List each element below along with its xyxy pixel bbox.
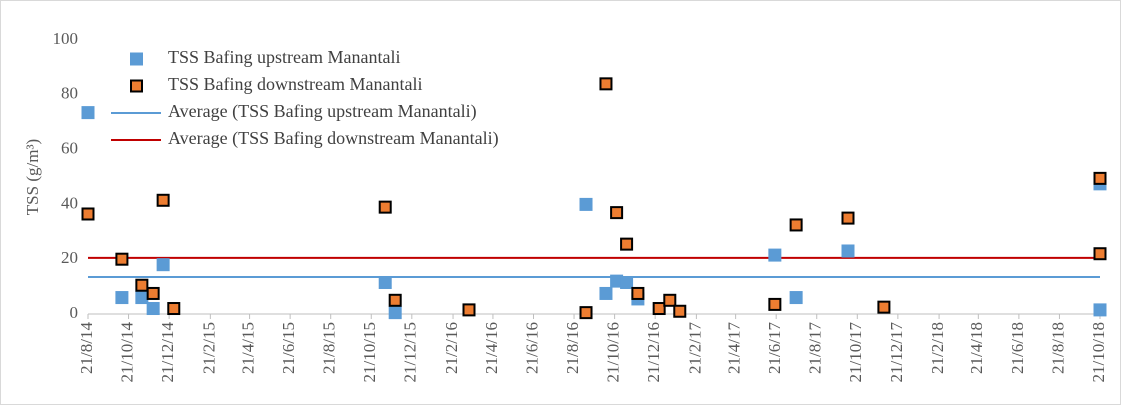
x-tick-label: 21/4/18 <box>967 322 986 374</box>
marker <box>673 304 687 318</box>
marker <box>146 286 160 300</box>
marker <box>579 197 593 211</box>
x-tick-label: 21/8/15 <box>320 322 339 374</box>
y-tick-label: 80 <box>61 84 78 103</box>
legend-swatch <box>130 79 143 93</box>
marker <box>768 248 782 262</box>
marker <box>579 306 593 320</box>
x-tick-label: 21/10/16 <box>604 322 623 382</box>
y-tick-label: 100 <box>53 29 79 48</box>
x-tick-label: 21/6/17 <box>765 322 784 374</box>
x-tick-label: 21/12/17 <box>887 322 906 383</box>
marker <box>631 286 645 300</box>
marker <box>652 302 666 316</box>
marker <box>599 286 613 300</box>
marker <box>1093 171 1107 185</box>
marker <box>115 291 129 305</box>
marker <box>610 274 624 288</box>
marker <box>599 77 613 91</box>
y-tick-label: 40 <box>61 193 78 212</box>
marker <box>81 207 95 221</box>
x-tick-label: 21/4/15 <box>238 322 257 374</box>
x-tick-label: 21/8/17 <box>806 322 825 374</box>
x-tick-label: 21/2/15 <box>199 322 218 374</box>
marker <box>877 300 891 314</box>
x-tick-label: 21/6/15 <box>279 322 298 374</box>
marker <box>1093 247 1107 261</box>
marker <box>768 297 782 311</box>
x-tick-label: 21/10/17 <box>846 322 865 383</box>
y-tick-label: 60 <box>61 139 78 158</box>
x-tick-label: 21/6/16 <box>522 322 541 374</box>
legend-label: TSS Bafing upstream Manantali <box>168 47 400 67</box>
marker <box>115 252 129 266</box>
y-tick-label: 20 <box>61 248 78 267</box>
legend-label: Average (TSS Bafing upstream Manantali) <box>168 101 477 122</box>
marker <box>135 291 149 305</box>
legend-swatch <box>130 52 143 66</box>
x-tick-label: 21/8/14 <box>77 322 96 374</box>
marker <box>388 306 402 320</box>
marker <box>789 218 803 232</box>
marker <box>378 200 392 214</box>
x-tick-label: 21/4/17 <box>725 322 744 374</box>
x-tick-label: 21/2/18 <box>928 322 947 374</box>
x-tick-label: 21/4/16 <box>482 322 501 374</box>
x-tick-label: 21/12/14 <box>158 322 177 383</box>
x-tick-label: 21/12/16 <box>644 322 663 382</box>
marker <box>156 258 170 272</box>
x-tick-label: 21/8/18 <box>1048 322 1067 374</box>
x-tick-label: 21/10/15 <box>360 322 379 382</box>
x-tick-label: 21/8/16 <box>563 322 582 374</box>
legend-label: Average (TSS Bafing downstream Manantali… <box>168 128 499 149</box>
marker <box>620 237 634 251</box>
y-tick-label: 0 <box>70 303 79 322</box>
marker <box>388 293 402 307</box>
legend: TSS Bafing upstream Manantali TSS Bafing … <box>103 45 590 155</box>
marker <box>789 291 803 305</box>
marker <box>610 206 624 220</box>
x-tick-label: 21/2/17 <box>685 322 704 374</box>
marker <box>1093 303 1107 317</box>
marker <box>841 211 855 225</box>
marker <box>663 293 677 307</box>
marker <box>81 106 95 120</box>
x-tick-label: 21/6/18 <box>1008 322 1027 374</box>
marker <box>841 244 855 258</box>
marker <box>167 302 181 316</box>
x-tick-label: 21/12/15 <box>401 322 420 382</box>
marker <box>146 302 160 316</box>
legend-box <box>103 45 590 155</box>
marker <box>135 278 149 292</box>
legend-label: TSS Bafing downstream Manantali <box>168 74 422 94</box>
marker <box>378 275 392 289</box>
x-tick-label: 21/10/18 <box>1089 322 1108 382</box>
y-axis-label: TSS (g/m³) <box>23 139 42 215</box>
marker <box>620 275 634 289</box>
marker <box>462 303 476 317</box>
x-tick-label: 21/2/16 <box>442 322 461 374</box>
marker <box>156 193 170 207</box>
x-tick-label: 21/10/14 <box>117 322 136 383</box>
